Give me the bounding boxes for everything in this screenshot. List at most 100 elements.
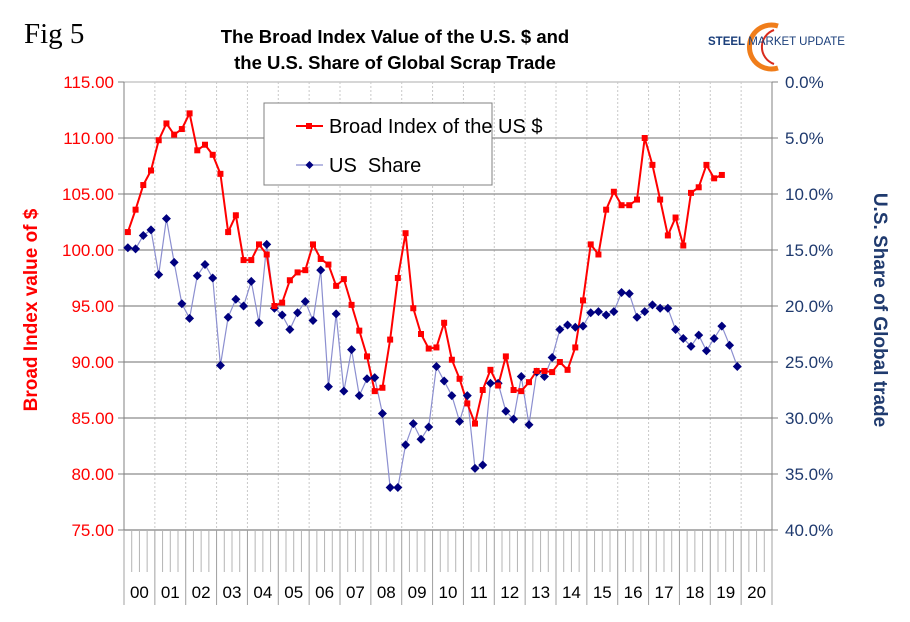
x-tick-label: 18	[685, 583, 704, 602]
data-point-broad-index	[310, 241, 316, 248]
data-point-us-share	[200, 260, 210, 270]
data-point-broad-index	[171, 131, 178, 138]
data-point-broad-index	[587, 241, 594, 248]
data-point-us-share	[593, 307, 603, 317]
x-tick-label: 02	[192, 583, 211, 602]
data-point-broad-index	[695, 184, 702, 191]
x-tick-label: 16	[624, 583, 643, 602]
data-point-broad-index	[209, 151, 216, 158]
data-point-us-share	[316, 265, 326, 275]
data-point-us-share	[501, 406, 511, 416]
data-point-broad-index	[294, 269, 301, 276]
legend-label-broad-index: Broad Index of the US $	[329, 116, 542, 138]
y-axis-title-right: U.S. Share of Global trade	[869, 193, 890, 427]
data-point-us-share	[609, 307, 619, 317]
data-point-broad-index	[178, 126, 185, 133]
y-tick-label-left: 85.00	[71, 409, 114, 428]
data-point-us-share	[539, 372, 549, 382]
data-point-us-share	[416, 434, 426, 444]
x-tick-label: 10	[439, 583, 458, 602]
data-point-broad-index	[356, 327, 363, 334]
data-point-broad-index	[148, 167, 154, 174]
x-tick-label: 11	[470, 583, 488, 602]
data-point-us-share	[169, 257, 179, 267]
data-point-broad-index	[279, 299, 286, 306]
data-point-broad-index	[186, 110, 193, 117]
data-point-us-share	[686, 341, 696, 351]
data-point-broad-index	[302, 267, 309, 274]
data-point-broad-index	[595, 251, 602, 258]
data-point-us-share	[377, 409, 387, 419]
y-tick-label-left: 110.00	[63, 129, 114, 148]
data-point-broad-index	[549, 369, 556, 376]
data-point-broad-index	[433, 344, 440, 351]
data-point-us-share	[138, 230, 148, 240]
data-point-us-share	[408, 419, 418, 429]
data-point-broad-index	[603, 206, 610, 213]
data-point-broad-index	[518, 388, 525, 395]
data-point-broad-index	[610, 188, 617, 195]
data-point-broad-index	[649, 161, 656, 168]
data-point-broad-index	[703, 161, 710, 168]
data-point-us-share	[154, 270, 164, 280]
x-tick-label: 00	[130, 583, 149, 602]
logo-steel: STEEL	[708, 36, 746, 48]
data-point-us-share	[647, 300, 657, 310]
data-point-us-share	[447, 391, 457, 401]
x-tick-label: 20	[747, 583, 766, 602]
data-point-broad-index	[340, 276, 347, 283]
data-point-us-share	[323, 382, 333, 392]
x-tick-label: 14	[562, 583, 581, 602]
data-point-us-share	[146, 225, 156, 235]
data-point-us-share	[223, 312, 233, 322]
data-point-broad-index	[379, 384, 386, 391]
data-point-us-share	[277, 310, 287, 320]
data-point-broad-index	[479, 387, 486, 393]
data-point-broad-index	[263, 251, 270, 258]
y-tick-label-right: 20.0%	[785, 297, 833, 316]
data-point-broad-index	[425, 345, 432, 352]
data-point-us-share	[485, 378, 495, 388]
data-point-us-share	[555, 325, 565, 335]
data-point-us-share	[285, 325, 295, 335]
x-tick-label: 08	[377, 583, 396, 602]
x-tick-label: 15	[593, 583, 612, 602]
data-point-us-share	[701, 346, 711, 356]
axes: 115.00 0.0% 110.00 5.0% 105.00 10.0% 100.00 15.…	[62, 73, 833, 605]
data-point-us-share	[524, 420, 534, 430]
data-point-us-share	[732, 361, 742, 371]
data-point-us-share	[431, 361, 441, 371]
data-point-broad-index	[526, 379, 532, 386]
steel-market-update-logo: STEEL MARKET UPDATE	[708, 22, 878, 72]
y-tick-label-left: 80.00	[71, 465, 114, 484]
data-point-us-share	[123, 243, 133, 253]
data-point-broad-index	[364, 353, 370, 360]
y-tick-label-right: 40.0%	[785, 521, 833, 540]
data-point-us-share	[339, 386, 349, 396]
data-point-us-share	[717, 321, 727, 331]
data-point-broad-index	[124, 229, 131, 236]
data-point-broad-index	[718, 171, 725, 178]
y-tick-label-left: 95.00	[71, 297, 114, 316]
data-point-us-share	[215, 360, 225, 370]
data-point-us-share	[177, 299, 187, 309]
data-point-broad-index	[202, 141, 208, 148]
data-point-broad-index	[240, 257, 247, 264]
data-point-broad-index	[541, 367, 548, 374]
legend-box	[263, 102, 493, 186]
data-point-broad-index	[487, 366, 494, 373]
legend: Broad Index of the US $ US Share	[263, 102, 542, 186]
y-axis-title-left: Broad Index value of $	[21, 208, 42, 411]
data-point-us-share	[586, 308, 596, 318]
data-point-broad-index	[556, 359, 563, 365]
data-point-us-share	[231, 294, 241, 304]
data-point-us-share	[424, 422, 434, 432]
data-point-broad-index	[448, 356, 455, 363]
data-point-broad-index	[271, 303, 278, 309]
data-point-us-share	[254, 318, 264, 328]
data-point-broad-index	[464, 400, 471, 407]
y-tick-label-right: 15.0%	[785, 241, 833, 260]
data-point-broad-index	[371, 388, 378, 395]
data-point-broad-index	[317, 255, 324, 262]
